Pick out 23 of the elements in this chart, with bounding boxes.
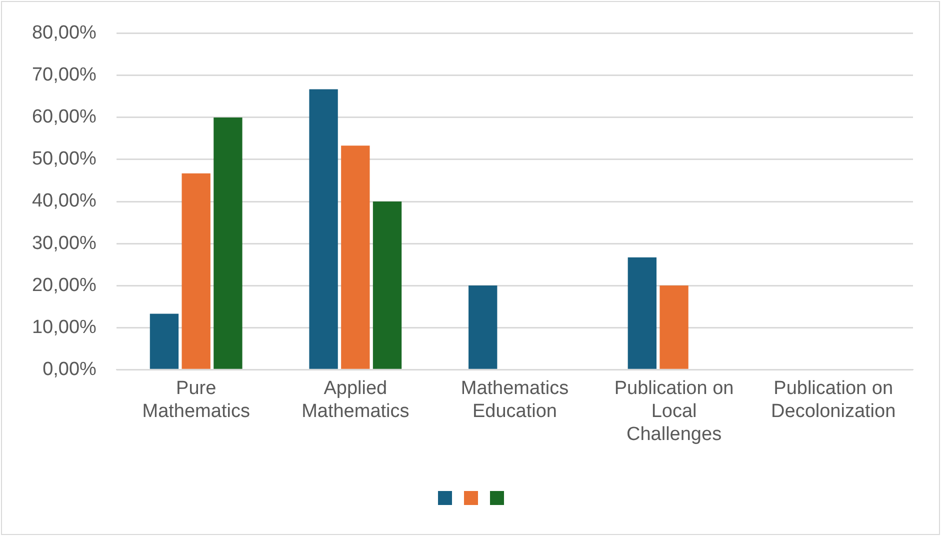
bar	[309, 89, 338, 369]
y-tick-label: 70,00%	[32, 64, 97, 86]
x-tick-label: Pure Mathematics	[142, 378, 250, 422]
bar	[182, 173, 210, 369]
x-tick-label: Publication on Decolonization	[771, 378, 896, 422]
y-tick-label: 0,00%	[42, 358, 97, 380]
y-tick-label: 80,00%	[32, 22, 97, 44]
y-tick-label: 30,00%	[32, 232, 97, 254]
bar	[150, 314, 179, 369]
x-tick-label: Applied Mathematics	[302, 378, 410, 422]
bar	[372, 202, 402, 369]
y-tick-label: 40,00%	[32, 190, 97, 212]
x-tick-label: Publication on Local Challenges	[614, 378, 734, 445]
bar	[660, 286, 688, 369]
x-tick-label: Mathematics Education	[460, 378, 569, 422]
y-tick-label: 20,00%	[32, 274, 97, 296]
y-tick-label: 60,00%	[32, 106, 97, 128]
y-tick-label: 50,00%	[32, 148, 97, 170]
bar	[341, 146, 370, 369]
bar	[214, 117, 242, 369]
bar	[628, 257, 657, 369]
bar	[468, 286, 498, 369]
y-tick-label: 10,00%	[32, 316, 97, 338]
